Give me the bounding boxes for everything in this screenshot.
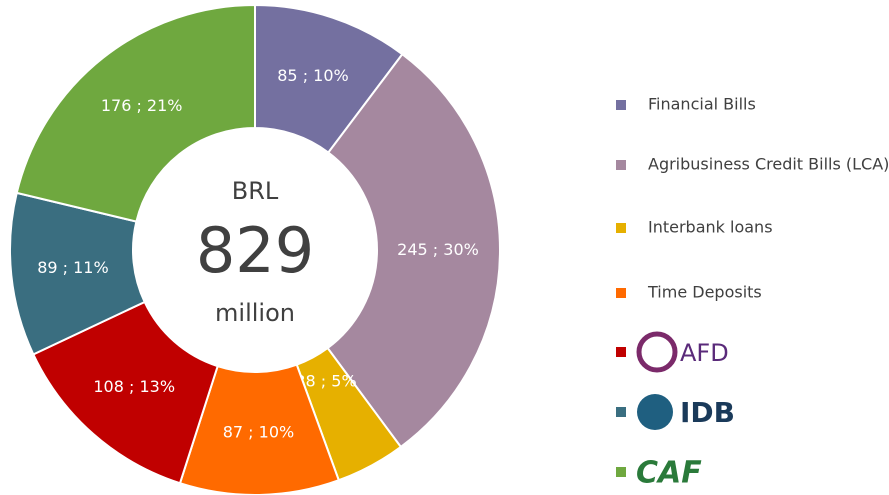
legend-label: Time Deposits (647, 283, 762, 302)
data-label: 85 ; 10% (277, 66, 348, 85)
legend-swatch (616, 407, 626, 417)
data-label: 176 ; 21% (101, 96, 183, 115)
donut-segment (15, 3, 256, 223)
legend-swatch (616, 347, 626, 357)
legend-label: CAF (636, 456, 702, 491)
data-label: 89 ; 11% (37, 258, 108, 277)
legend-swatch (616, 223, 626, 233)
donut-segment (32, 300, 219, 485)
legend-label: AFD (680, 339, 729, 367)
legend-swatch (616, 100, 626, 110)
legend-logo-globe (637, 394, 673, 430)
center-top: BRL (232, 177, 279, 205)
legend-label: IDB (680, 396, 735, 429)
donut-segment (326, 52, 501, 449)
data-label: 245 ; 30% (397, 240, 479, 259)
legend-swatch (616, 160, 626, 170)
legend-swatch (616, 288, 626, 298)
legend-logo-ring (636, 331, 678, 373)
legend-label: Interbank loans (648, 218, 773, 237)
center-value: 829 (196, 214, 314, 287)
legend-label: Agribusiness Credit Bills (LCA) (648, 155, 889, 174)
data-label: 108 ; 13% (93, 377, 175, 396)
legend-swatch (616, 467, 626, 477)
center-bottom: million (215, 299, 295, 327)
data-label: 87 ; 10% (223, 422, 294, 441)
legend-label: Financial Bills (648, 95, 756, 114)
data-label: 38 ; 5% (295, 372, 356, 391)
